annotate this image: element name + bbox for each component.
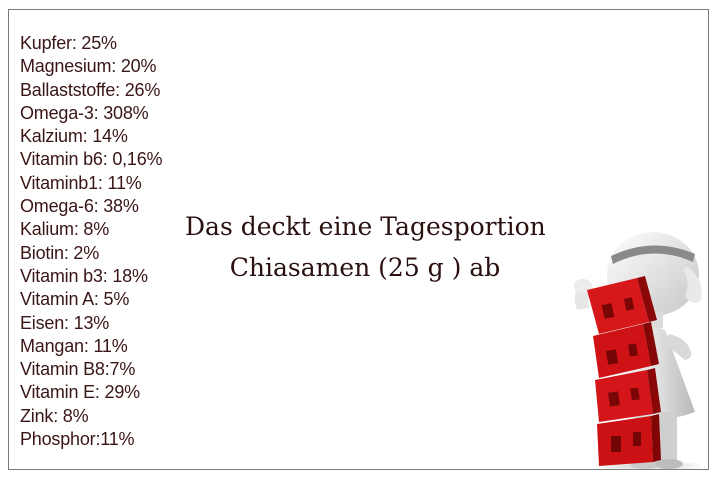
nutrient-item: Vitamin b6: 0,16% [20,149,163,170]
content-frame: Kupfer: 25% Magnesium: 20% Ballaststoffe… [8,9,709,470]
nutrient-item: Vitamin E: 29% [20,382,140,403]
headline: Das deckt eine Tagesportion Chiasamen (2… [185,206,546,288]
nutrient-item: Zink: 8% [20,405,89,426]
nutrient-item: Vitamin b3: 18% [20,265,148,286]
nutrient-item: Magnesium: 20% [20,56,157,77]
nutrient-item: Kupfer: 25% [20,33,117,53]
nutrient-item: Kalium: 8% [20,219,110,240]
nutrient-item: Mangan: 11% [20,335,128,356]
headline-line-1: Das deckt eine Tagesportion [185,212,546,241]
nutrient-item: Biotin: 2% [20,242,100,263]
nutrient-list: Kupfer: 25% Magnesium: 20% Ballaststoffe… [20,32,163,451]
nutrient-item: Vitamin B8:7% [20,359,136,380]
nutrient-item: Ballaststoffe: 26% [20,79,161,100]
red-block-stack [587,276,661,466]
nutrient-item: Vitaminb1: 11% [20,172,142,193]
nutrient-item: Vitamin A: 5% [20,289,130,310]
nutrient-item: Omega-3: 308% [20,102,149,123]
headline-line-2: Chiasamen (25 g ) ab [229,253,501,282]
nutrient-item: Kalzium: 14% [20,126,128,147]
nutrient-item: Phosphor:11% [20,429,135,450]
figure-with-red-blocks-illustration [574,232,705,470]
nutrient-item: Eisen: 13% [20,312,110,333]
nutrient-item: Omega-6: 38% [20,196,139,217]
